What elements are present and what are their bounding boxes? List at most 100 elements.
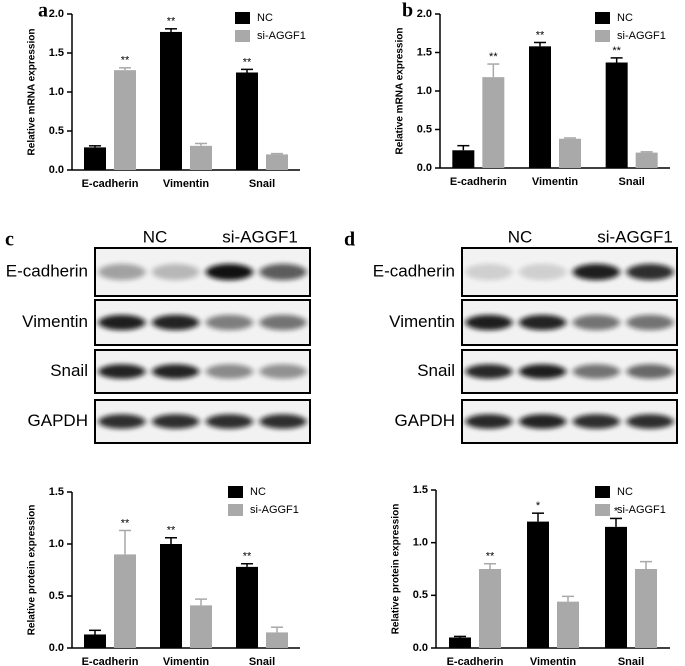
- blot-band: [626, 263, 674, 281]
- blot-band: [205, 314, 254, 331]
- x-tick-label: Vimentin: [532, 176, 579, 188]
- legend-swatch: [595, 12, 610, 24]
- bar: [635, 569, 657, 648]
- row-label: E-cadherin: [6, 261, 88, 280]
- row-label: Snail: [50, 361, 88, 380]
- y-tick-label: 0.5: [49, 590, 64, 602]
- x-tick-label: Snail: [618, 656, 644, 666]
- significance: **: [243, 56, 252, 68]
- x-tick-label: Vimentin: [163, 656, 210, 666]
- bar: [635, 152, 658, 168]
- blot-band: [626, 314, 674, 331]
- bar: [190, 605, 212, 648]
- y-tick-label: 0.0: [49, 164, 64, 176]
- legend-swatch: [595, 504, 610, 516]
- blot-band: [259, 364, 307, 379]
- y-tick-label: 1.0: [417, 85, 432, 97]
- bar: [236, 72, 258, 170]
- bar: [527, 521, 549, 648]
- legend-label: si-AGGF1: [617, 30, 666, 42]
- legend-swatch: [235, 30, 250, 42]
- significance: **: [167, 525, 176, 537]
- row-label: GAPDH: [395, 411, 455, 430]
- bar: [452, 150, 475, 168]
- bar: [529, 46, 551, 169]
- significance: *: [614, 505, 619, 517]
- blot-band: [465, 314, 513, 331]
- blot-band: [572, 414, 621, 429]
- y-tick-label: 0.5: [49, 125, 64, 137]
- significance: *: [536, 500, 541, 512]
- blot-band: [518, 314, 567, 331]
- blot-band: [572, 314, 621, 331]
- bar: [605, 62, 628, 169]
- blot-band: [465, 364, 513, 379]
- y-tick-label: 1.5: [49, 486, 64, 498]
- legend-label: NC: [250, 486, 266, 498]
- x-tick-label: E-cadherin: [447, 656, 504, 666]
- x-tick-label: E-cadherin: [450, 176, 507, 188]
- blot-band: [151, 314, 200, 331]
- blot-band: [572, 263, 621, 281]
- blot-band: [151, 414, 200, 429]
- bar: [449, 637, 471, 648]
- blot-band: [205, 364, 254, 379]
- legend-swatch: [595, 30, 610, 42]
- y-axis-label: Relative protein expression: [391, 504, 402, 635]
- bar: [557, 601, 579, 648]
- y-tick-label: 0.0: [413, 642, 428, 654]
- blot-band: [518, 364, 567, 379]
- y-tick-label: 0.0: [49, 642, 64, 654]
- row-label: GAPDH: [28, 411, 88, 430]
- legend-label: si-AGGF1: [257, 30, 306, 42]
- significance: **: [612, 45, 621, 57]
- blot-band: [98, 263, 146, 281]
- y-axis-label: Relative protein expression: [27, 505, 38, 636]
- row-label: Vimentin: [389, 312, 455, 331]
- y-tick-label: 1.0: [413, 537, 428, 549]
- significance: **: [243, 551, 252, 563]
- blot-band: [518, 263, 567, 281]
- blot-band: [98, 414, 146, 429]
- significance: **: [167, 16, 176, 28]
- blot-band: [205, 263, 254, 281]
- x-tick-label: Snail: [619, 176, 645, 188]
- significance: **: [536, 29, 545, 41]
- legend-label: si-AGGF1: [617, 504, 666, 516]
- blot-band: [465, 414, 513, 429]
- panel-letter: d: [344, 229, 355, 251]
- bar: [236, 566, 258, 648]
- y-tick-label: 0.0: [417, 162, 432, 174]
- blot-band: [151, 364, 200, 379]
- row-label: Vimentin: [22, 312, 88, 331]
- bar: [84, 634, 106, 648]
- blot-band: [626, 414, 674, 429]
- x-tick-label: E-cadherin: [82, 656, 139, 666]
- x-tick-label: Snail: [249, 656, 275, 666]
- group-label: si-AGGF1: [222, 227, 298, 246]
- panel-letter: a: [38, 0, 48, 22]
- significance: **: [121, 517, 130, 529]
- legend-label: NC: [617, 12, 633, 24]
- significance: **: [121, 55, 130, 67]
- blot-band: [151, 263, 200, 281]
- bar: [266, 632, 288, 648]
- legend-swatch: [235, 12, 250, 24]
- legend-label: si-AGGF1: [250, 504, 299, 516]
- x-tick-label: Snail: [249, 178, 275, 190]
- blot-band: [259, 314, 307, 331]
- y-tick-label: 0.5: [417, 123, 432, 135]
- y-axis-label: Relative mRNA expression: [395, 28, 406, 155]
- blot-band: [205, 414, 254, 429]
- x-tick-label: Vimentin: [530, 656, 577, 666]
- y-tick-label: 1.0: [49, 86, 64, 98]
- y-tick-label: 1.5: [413, 484, 428, 496]
- blot-band: [98, 364, 146, 379]
- bar: [605, 526, 627, 648]
- blot-band: [626, 364, 674, 379]
- group-label: NC: [508, 227, 533, 246]
- x-tick-label: E-cadherin: [82, 178, 139, 190]
- bar: [266, 154, 288, 170]
- panel-letter: c: [5, 229, 14, 251]
